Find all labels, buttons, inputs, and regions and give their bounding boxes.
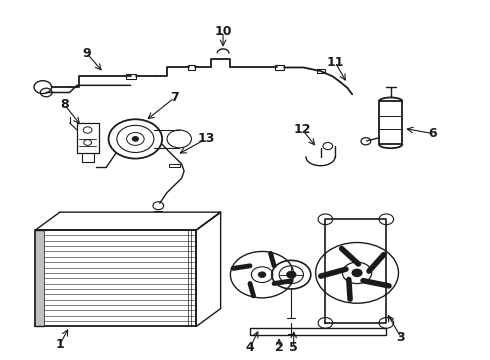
- Bar: [317, 68, 325, 73]
- Text: 3: 3: [396, 331, 405, 344]
- Text: 5: 5: [290, 341, 298, 354]
- Text: 2: 2: [275, 341, 284, 354]
- Text: 6: 6: [428, 127, 437, 140]
- Bar: [188, 65, 196, 69]
- Text: 7: 7: [170, 91, 179, 104]
- Bar: [35, 230, 44, 327]
- Text: 11: 11: [326, 55, 344, 69]
- Text: 10: 10: [214, 25, 232, 38]
- Circle shape: [258, 272, 266, 278]
- Text: 12: 12: [294, 123, 311, 136]
- Text: 4: 4: [245, 341, 254, 354]
- Bar: [275, 65, 284, 69]
- Bar: [250, 328, 386, 336]
- Bar: [170, 163, 180, 167]
- Circle shape: [352, 269, 362, 276]
- Circle shape: [287, 271, 296, 278]
- Circle shape: [132, 137, 138, 141]
- Bar: [125, 74, 136, 78]
- Text: 13: 13: [197, 132, 215, 145]
- Text: 8: 8: [60, 99, 69, 112]
- Bar: [379, 102, 402, 144]
- Text: 9: 9: [82, 47, 91, 60]
- Text: 1: 1: [55, 338, 64, 351]
